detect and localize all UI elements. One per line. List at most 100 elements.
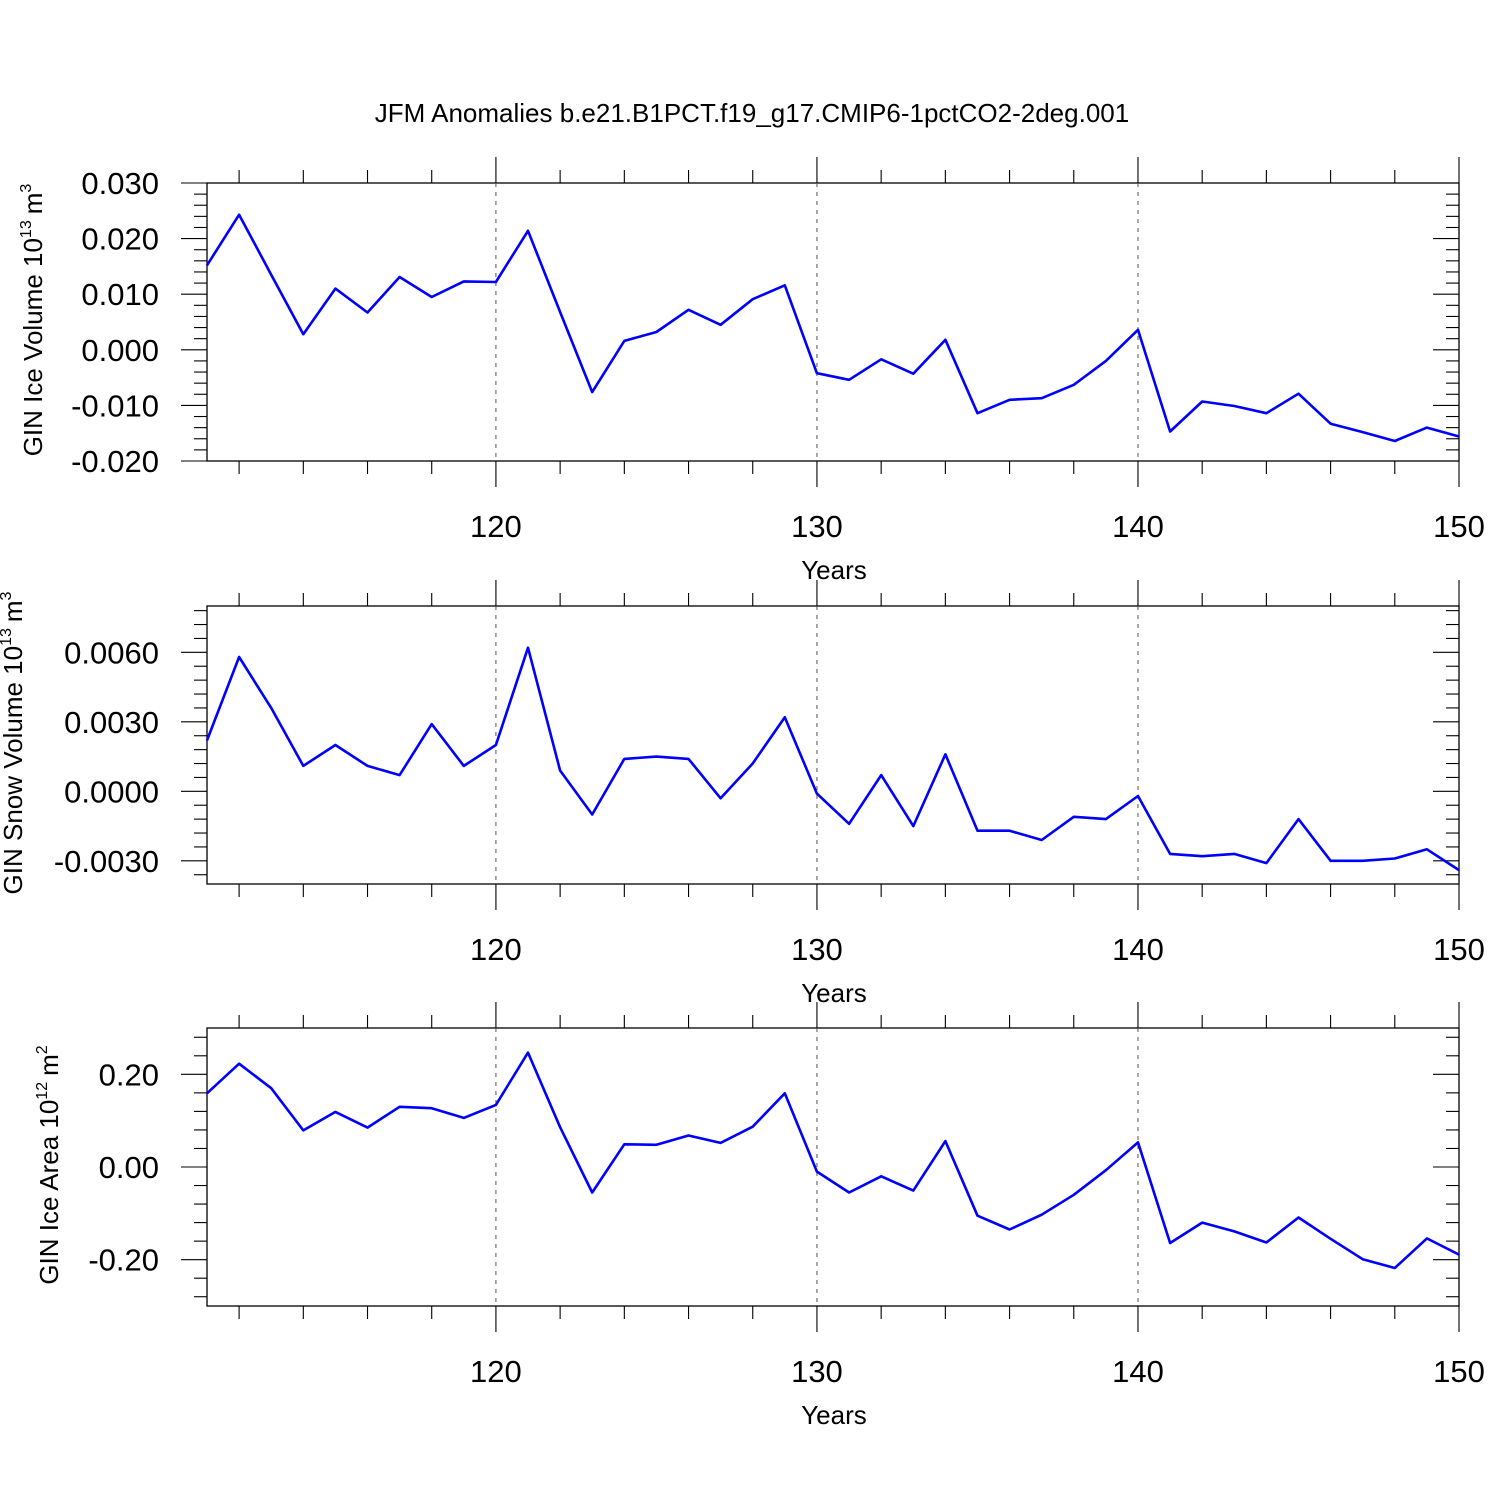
data-point <box>527 646 529 649</box>
data-point <box>591 391 594 393</box>
data-point <box>1072 816 1075 818</box>
y-axis-title-unit-exponent: 3 <box>18 184 35 193</box>
y-axis-title-exponent: 13 <box>0 628 15 646</box>
data-point <box>495 1104 497 1106</box>
y-axis-title-exponent: 12 <box>34 1082 51 1100</box>
data-point <box>880 774 882 776</box>
data-point <box>751 762 754 765</box>
data-point <box>1426 426 1428 429</box>
data-point <box>655 1143 658 1146</box>
x-tick-label: 150 <box>1433 932 1485 967</box>
data-point <box>1169 1242 1171 1244</box>
data-point <box>1458 869 1460 871</box>
data-point <box>1233 405 1236 407</box>
data-point <box>1072 1194 1075 1196</box>
x-tick-label: 150 <box>1433 1354 1485 1389</box>
data-point <box>559 1126 561 1128</box>
y-tick-label: -0.20 <box>88 1243 159 1278</box>
data-point <box>1458 1253 1460 1256</box>
data-point <box>1393 857 1396 860</box>
data-point <box>559 769 561 772</box>
data-point <box>1105 1169 1107 1172</box>
data-point <box>238 213 240 216</box>
data-point <box>976 1214 979 1217</box>
data-point <box>270 273 273 276</box>
data-point <box>848 379 850 381</box>
data-point <box>495 281 497 283</box>
data-point <box>398 276 401 278</box>
data-point <box>302 1129 305 1132</box>
y-tick-label: 0.020 <box>81 222 159 257</box>
y-axis-title-exponent: 13 <box>18 220 35 238</box>
data-point <box>1169 430 1171 433</box>
data-point <box>206 1092 208 1095</box>
x-tick-label: 150 <box>1433 509 1485 544</box>
data-point <box>1426 848 1428 851</box>
data-point <box>1201 855 1203 857</box>
data-point <box>912 372 915 375</box>
y-axis-title-main: GIN Ice Area 10 <box>34 1100 64 1285</box>
data-point <box>302 765 305 767</box>
data-point <box>334 1111 337 1113</box>
data-point <box>1137 328 1139 331</box>
panel-1: 0.030 0.020 0.010 0.000 -0.010 -0.020 120 130 14… <box>18 157 1485 585</box>
data-point <box>398 774 401 776</box>
y-tick-label: 0.010 <box>81 277 159 312</box>
x-tick-label: 140 <box>1112 1354 1164 1389</box>
data-point <box>1329 1238 1332 1240</box>
x-axis-title: Years <box>801 978 867 1008</box>
data-point <box>944 753 947 756</box>
data-point <box>655 331 658 333</box>
data-point <box>1265 412 1268 414</box>
data-point <box>944 1140 947 1142</box>
data-point <box>784 284 786 287</box>
x-tick-label: 120 <box>470 1354 522 1389</box>
data-point <box>848 1191 850 1194</box>
y-axis-title: GIN Snow Volume 1013 m3 <box>0 591 28 894</box>
y-tick-label: 0.0030 <box>64 705 159 740</box>
data-point <box>1393 440 1396 442</box>
x-tick-label: 130 <box>791 1354 843 1389</box>
data-point <box>1201 1221 1203 1224</box>
data-point <box>784 1092 786 1095</box>
data-point <box>1008 829 1011 832</box>
y-tick-label: 0.20 <box>99 1057 159 1092</box>
data-point <box>238 656 240 658</box>
data-point <box>751 298 754 301</box>
x-tick-label: 140 <box>1112 932 1164 967</box>
data-point <box>206 739 208 742</box>
data-point <box>366 765 369 767</box>
data-point <box>1393 1267 1396 1269</box>
x-tick-label: 130 <box>791 932 843 967</box>
data-point <box>1201 400 1203 403</box>
data-point <box>1105 360 1107 362</box>
chart-title: JFM Anomalies b.e21.B1PCT.f19_g17.CMIP6-… <box>375 98 1129 128</box>
y-axis-title-unit: m <box>0 600 28 622</box>
y-axis-title: GIN Ice Area 1012 m2 <box>34 1045 64 1284</box>
y-axis-title-unit-exponent: 3 <box>0 591 15 600</box>
data-point <box>334 287 337 290</box>
y-axis-title-unit-exponent: 2 <box>34 1045 51 1054</box>
series-line <box>206 1051 1460 1270</box>
data-point <box>1361 860 1364 862</box>
series-line <box>205 213 1460 443</box>
x-axis-title: Years <box>801 1400 867 1430</box>
plot-frame <box>206 605 1460 885</box>
data-point <box>1361 1258 1364 1261</box>
data-point <box>1265 1241 1268 1244</box>
plot-frame <box>206 1027 1460 1307</box>
data-point <box>430 1107 433 1109</box>
y-tick-label: 0.0000 <box>64 774 159 809</box>
x-tick-label: 120 <box>470 509 522 544</box>
series-line <box>205 646 1460 872</box>
y-tick-label: 0.00 <box>99 1150 159 1185</box>
data-point <box>751 1125 754 1128</box>
y-axis-title-main: GIN Snow Volume 10 <box>0 646 28 895</box>
x-tick-label: 130 <box>791 509 843 544</box>
data-point <box>1040 1213 1043 1216</box>
data-point <box>495 744 497 746</box>
y-tick-label: -0.010 <box>71 388 159 423</box>
x-tick-label: 120 <box>470 932 522 967</box>
data-point <box>1233 1230 1236 1233</box>
